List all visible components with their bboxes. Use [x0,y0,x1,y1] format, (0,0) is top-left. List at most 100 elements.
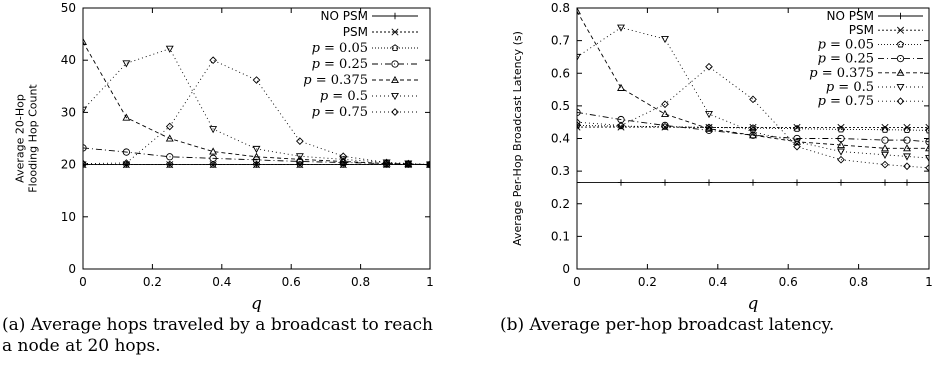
legend-marker [391,75,399,84]
data-point [382,159,391,167]
data-point [209,160,217,168]
legend-label: p = 0.75 [818,94,874,109]
data-point [209,154,217,162]
data-point [837,140,845,149]
data-point [705,179,713,186]
series-line [83,41,430,166]
data-point [661,35,669,44]
data-point [339,157,348,165]
y-tick-label: 0.7 [551,34,570,48]
y-axis-label: Flooding Hop Count [27,84,40,193]
data-point [881,125,889,133]
data-point [903,144,911,152]
data-point [252,160,261,168]
data-point [837,148,845,156]
data-point [793,138,801,146]
y-tick-label: 50 [61,1,76,15]
caption-a: (a) Average hops traveled by a broadcast… [2,315,433,356]
data-point [165,134,174,142]
x-axis-label: q [251,294,262,312]
legend-marker [391,60,399,68]
data-point [339,156,348,164]
data-point [209,56,217,65]
caption-b: (b) Average per-hop broadcast latency. [500,315,835,335]
data-point [577,118,581,127]
data-point [749,124,757,132]
data-point [903,179,911,186]
data-point [296,137,304,145]
legend-marker [896,97,905,106]
data-point [83,144,87,152]
data-point [209,126,218,134]
legend-marker [391,12,399,20]
y-tick-label: 10 [61,210,76,224]
latency-chart: 0 0.1 0.2 0.3 0.4 0.5 0.6 0.7 0.8 0 0.2 0.4 0.6 0.8 1 q… [511,1,933,312]
y-tick-label: 0.1 [551,229,570,243]
y-tick-label: 0.6 [551,66,570,80]
y-tick-label: 0.2 [551,197,570,211]
data-point [925,144,929,152]
data-point [925,164,929,172]
data-point [577,53,581,62]
legend-label: NO PSM [321,9,368,23]
data-point [577,121,581,129]
legend-marker [391,108,399,116]
y-axis-label: Average 20-Hop [14,94,27,183]
data-point [617,121,625,130]
data-point [749,131,757,139]
legend-marker [896,54,905,63]
data-point [749,95,757,104]
data-point [793,179,801,186]
legend-label: p = 0.375 [809,66,874,81]
data-point [925,123,929,131]
data-point [83,106,87,114]
data-point [881,144,889,152]
data-point [577,123,581,131]
data-point [837,155,845,164]
data-point [166,153,174,161]
data-point [837,179,845,186]
data-point [83,37,87,45]
legend-marker [896,68,905,76]
data-point [749,179,757,186]
data-point [925,126,929,134]
legend-label: p = 0.05 [818,37,874,52]
data-point [705,111,713,119]
data-point [252,152,261,160]
legend-marker [896,26,905,34]
data-point [209,147,218,155]
figure-panel-a: 0 10 20 30 40 50 0 0.2 0.4 0.6 0.8 1 q Average 20-Hop… [2,1,434,356]
data-point [903,126,911,134]
data-point [881,160,889,169]
data-point [577,8,581,15]
legend-label: p = 0.375 [303,73,368,88]
x-tick-label: 1 [426,275,434,289]
data-point [577,108,581,117]
y-tick-label: 0 [562,262,570,276]
data-point [903,136,911,144]
legend-label: NO PSM [827,9,874,23]
series-4 [83,37,430,168]
legend-marker [391,44,399,52]
y-tick-label: 0.4 [551,132,570,146]
data-point [165,122,174,131]
data-point [903,153,911,161]
x-tick-label: 0 [79,275,87,289]
legend-label: p = 0.25 [818,52,874,67]
y-tick-label: 0.5 [551,99,570,113]
y-tick-label: 30 [61,105,76,119]
plot-frame [82,7,431,270]
legend-marker [896,40,905,48]
legend-marker [897,12,904,20]
data-point [881,151,889,159]
data-point [426,160,430,169]
y-tick-label: 0.3 [551,164,570,178]
data-point [404,160,413,168]
data-point [881,136,889,144]
data-point [295,153,304,161]
data-point [793,124,801,132]
legend-label: PSM [343,25,368,39]
legend-label: p = 0.25 [312,57,368,72]
data-point [122,159,131,167]
